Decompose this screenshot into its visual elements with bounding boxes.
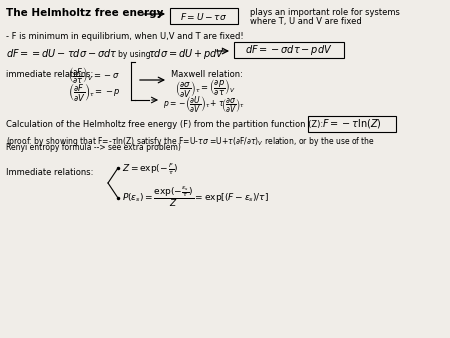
Text: The Helmholtz free energy: The Helmholtz free energy <box>6 8 163 18</box>
Text: $Z = \mathrm{exp}(-\,\frac{F}{\tau})$: $Z = \mathrm{exp}(-\,\frac{F}{\tau})$ <box>122 162 178 177</box>
Bar <box>170 8 238 24</box>
Text: - F is minimum in equilibrium, when U,V and T are fixed!: - F is minimum in equilibrium, when U,V … <box>6 32 243 41</box>
Text: (proof: by showing that F=-$\tau$ln(Z) satisfy the F=U-$\tau\sigma$ =U+$\tau$($\: (proof: by showing that F=-$\tau$ln(Z) s… <box>6 135 375 148</box>
Text: Calculation of the Helmholtz free energy (F) from the partition function (Z):: Calculation of the Helmholtz free energy… <box>6 120 323 129</box>
Text: where T, U and V are fixed: where T, U and V are fixed <box>250 17 362 26</box>
Text: Immediate relations:: Immediate relations: <box>6 168 94 177</box>
Text: $\left(\dfrac{\partial \sigma}{\partial V}\right)_\tau = \left(\dfrac{\partial p: $\left(\dfrac{\partial \sigma}{\partial … <box>175 77 236 99</box>
Text: plays an important role for systems: plays an important role for systems <box>250 8 400 17</box>
Text: $\tau d\sigma = dU + pdV$: $\tau d\sigma = dU + pdV$ <box>148 47 225 61</box>
Text: $p = -\!\left(\dfrac{\partial U}{\partial V}\right)_\tau\! +\, \tau\!\left(\dfra: $p = -\!\left(\dfrac{\partial U}{\partia… <box>163 95 245 115</box>
Text: Renyi entropy formula --> see extra problem): Renyi entropy formula --> see extra prob… <box>6 143 181 152</box>
Bar <box>234 42 344 58</box>
Text: $\left(\dfrac{\partial F}{\partial V}\right)_\tau = -p$: $\left(\dfrac{\partial F}{\partial V}\ri… <box>68 82 121 104</box>
Text: immediate relations:: immediate relations: <box>6 70 93 79</box>
Text: $dF == dU - \tau d\sigma - \sigma d\tau$: $dF == dU - \tau d\sigma - \sigma d\tau$ <box>6 47 117 59</box>
Bar <box>308 116 396 132</box>
Text: $F = -\tau \ln(Z)$: $F = -\tau \ln(Z)$ <box>322 118 382 130</box>
Text: $\left(\dfrac{\partial F}{\partial \tau}\right)_V = -\sigma$: $\left(\dfrac{\partial F}{\partial \tau}… <box>68 65 120 85</box>
Text: by using:: by using: <box>118 50 153 59</box>
Text: $dF = -\sigma d\tau - pdV$: $dF = -\sigma d\tau - pdV$ <box>245 43 333 57</box>
Text: $F = U - \tau\sigma$: $F = U - \tau\sigma$ <box>180 10 228 22</box>
Text: $P(\varepsilon_s) = \dfrac{\mathrm{exp}(-\frac{\varepsilon_s}{\tau})}{Z} = \math: $P(\varepsilon_s) = \dfrac{\mathrm{exp}(… <box>122 184 269 209</box>
Text: Maxwell relation:: Maxwell relation: <box>171 70 243 79</box>
